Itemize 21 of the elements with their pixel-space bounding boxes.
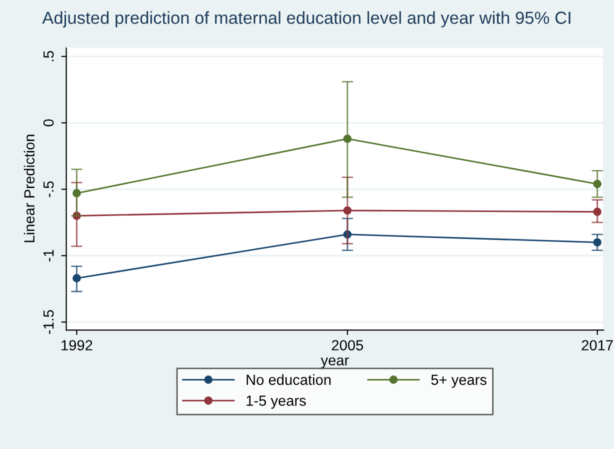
point bbox=[72, 274, 81, 282]
point bbox=[343, 206, 352, 215]
legend-label: No education bbox=[246, 374, 331, 385]
point bbox=[343, 134, 352, 143]
x-tick-label: 2017 bbox=[582, 340, 613, 350]
x-axis-title: year bbox=[320, 357, 349, 368]
legend-label: 5+ years bbox=[431, 374, 486, 388]
y-tick-label: .5 bbox=[44, 50, 54, 62]
y-tick-label: -1.5 bbox=[44, 310, 54, 334]
x-tick-label: 1992 bbox=[62, 340, 92, 350]
chart-title: Adjusted prediction of maternal education level and year with 95% CI bbox=[42, 11, 570, 28]
point bbox=[72, 189, 81, 198]
legend-label: 1-5 years bbox=[246, 396, 306, 409]
point bbox=[593, 238, 602, 247]
x-tick-label: 2005 bbox=[332, 340, 364, 350]
y-tick-label: 0 bbox=[43, 119, 54, 126]
y-axis-title: Linear Prediction bbox=[24, 134, 35, 242]
point bbox=[593, 180, 602, 188]
y-tick-label: -1 bbox=[44, 250, 54, 262]
y-tick-label: -.5 bbox=[44, 181, 54, 198]
point bbox=[593, 208, 602, 216]
